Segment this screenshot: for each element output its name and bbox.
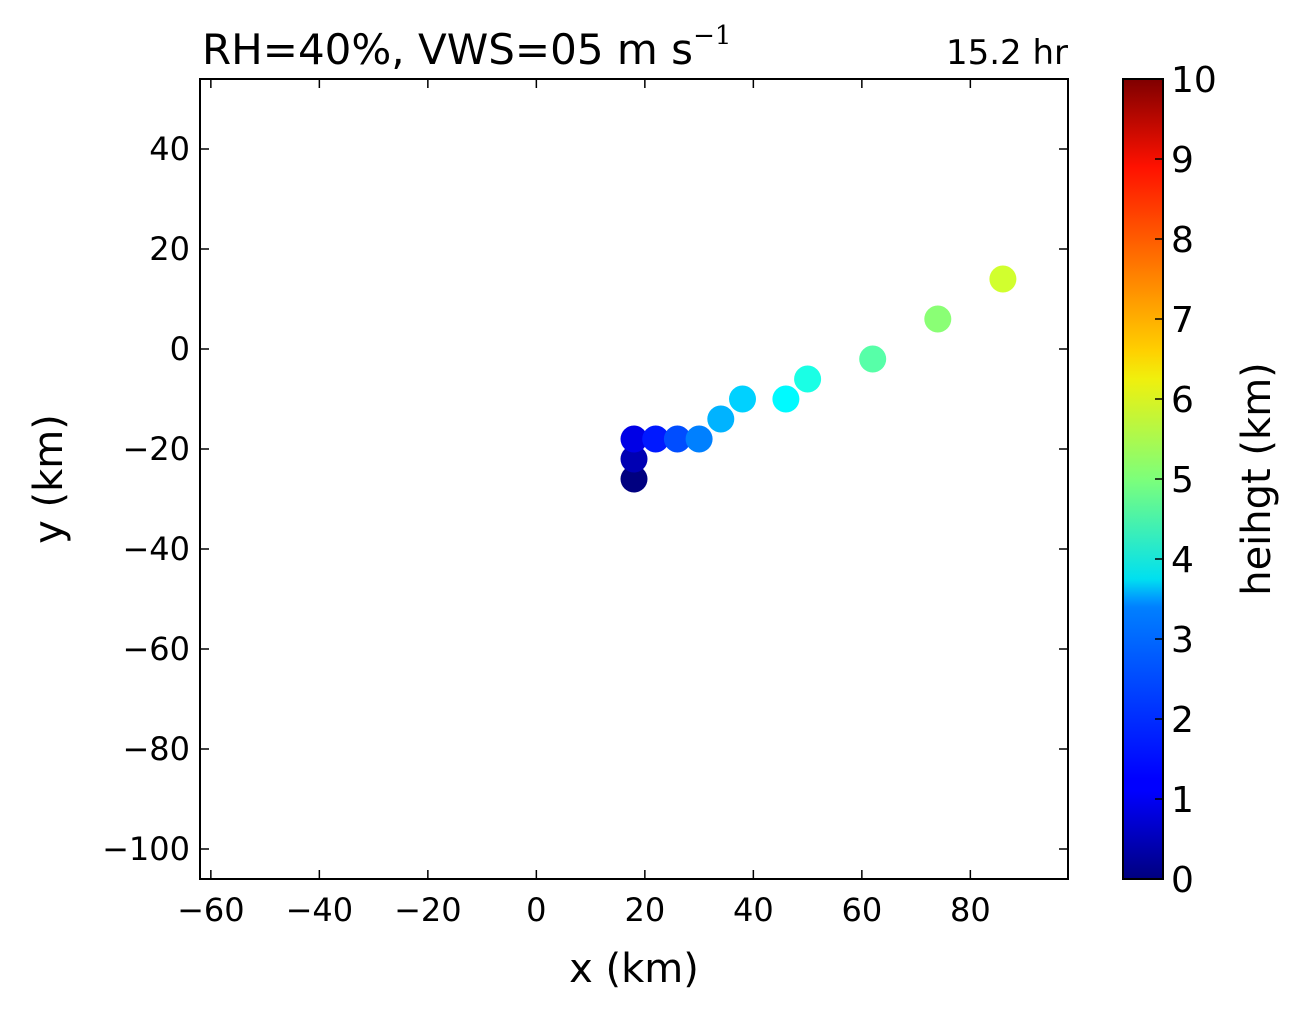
y-tick-label: −100 (102, 830, 190, 868)
x-tick-label: 20 (624, 891, 665, 929)
y-tick-label: −60 (122, 630, 190, 668)
colorbar-tick-label: 2 (1171, 700, 1194, 741)
y-tick-label: 20 (149, 230, 190, 268)
x-axis-label: x (km) (569, 946, 699, 992)
scatter-point (620, 445, 648, 473)
y-axis-label: y (km) (26, 414, 72, 544)
time-label: 15.2 hr (946, 33, 1068, 73)
scatter-point (642, 425, 670, 453)
colorbar-tick-label: 8 (1171, 220, 1194, 261)
chart-title-main: RH=40%, VWS=05 m s (202, 25, 693, 74)
scatter-point (859, 345, 887, 373)
chart-title-superscript: −1 (693, 21, 731, 51)
colorbar-tick-label: 1 (1171, 780, 1194, 821)
colorbar-tick-label: 6 (1171, 380, 1194, 421)
colorbar-tick-label: 3 (1171, 620, 1194, 661)
x-tick-label: 40 (733, 891, 774, 929)
colorbar-ticks: 0 1 2 3 4 5 6 7 8 9 10 (1155, 60, 1217, 901)
y-tick-label: 0 (170, 330, 190, 368)
y-tick-label: 40 (149, 130, 190, 168)
scatter-point (707, 405, 735, 433)
scatter-point (685, 425, 713, 453)
scatter-point (924, 305, 952, 333)
colorbar-tick-label: 4 (1171, 540, 1194, 581)
scatter-point (772, 385, 800, 413)
scatter-point (620, 425, 648, 453)
chart-title: RH=40%, VWS=05 m s−1 (202, 21, 731, 74)
x-tick-label: 80 (950, 891, 991, 929)
y-axis-ticks: −100 −80 −60 −40 −20 0 20 40 (102, 130, 1068, 868)
colorbar-tick-label: 0 (1171, 860, 1194, 901)
x-tick-label: −20 (394, 891, 462, 929)
scatter-point (989, 265, 1017, 293)
colorbar-label: heihgt (km) (1234, 362, 1280, 596)
x-tick-label: 60 (841, 891, 882, 929)
x-tick-label: −60 (177, 891, 245, 929)
scatter-point (663, 425, 691, 453)
y-tick-label: −40 (122, 530, 190, 568)
x-tick-label: 0 (526, 891, 546, 929)
scatter-point (620, 465, 648, 493)
x-axis-ticks: −60 −40 −20 0 20 40 60 80 (177, 79, 991, 929)
colorbar-tick-label: 9 (1171, 140, 1194, 181)
plot-area: −60 −40 −20 0 20 40 60 80 −100 −80 −60 −40 −20 0 20 40 (102, 78, 1069, 929)
colorbar: 0 1 2 3 4 5 6 7 8 9 10 heihgt (km) (1122, 60, 1280, 901)
y-tick-label: −20 (122, 430, 190, 468)
scatter-point (729, 385, 756, 413)
colorbar-tick-label: 7 (1171, 300, 1194, 341)
y-tick-label: −80 (122, 730, 190, 768)
scatter-point (794, 365, 822, 393)
x-tick-label: −40 (286, 891, 354, 929)
scatter-points (620, 265, 1017, 493)
colorbar-tick-label: 10 (1171, 60, 1217, 101)
colorbar-tick-label: 5 (1171, 460, 1194, 501)
